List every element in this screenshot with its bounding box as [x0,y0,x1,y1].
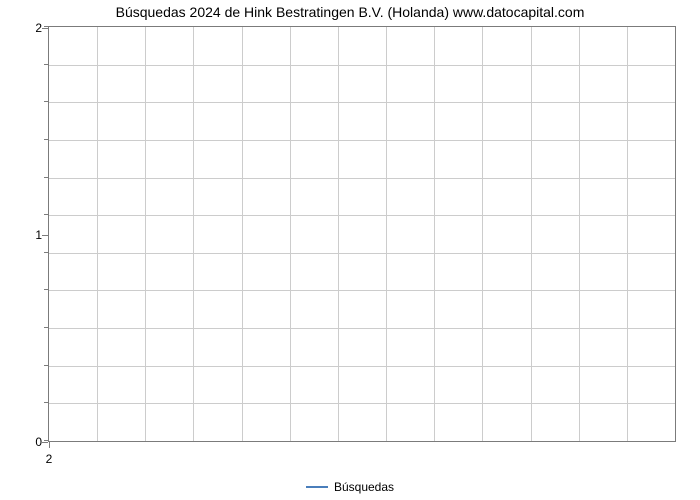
gridline-h [49,140,675,141]
gridline-h [49,253,675,254]
gridline-h [49,328,675,329]
gridline-h [49,102,675,103]
y-minor-tick [44,214,48,215]
gridline-h [49,366,675,367]
gridline-v [338,27,339,441]
y-tick-label: 0 [22,435,42,449]
gridline-v [627,27,628,441]
gridline-v [531,27,532,441]
gridline-v [386,27,387,441]
gridline-h [49,178,675,179]
y-tick [42,28,48,29]
gridline-v [193,27,194,441]
gridline-h [49,290,675,291]
gridline-v [97,27,98,441]
y-minor-tick [44,327,48,328]
y-tick-label: 2 [22,21,42,35]
gridline-v [482,27,483,441]
y-minor-tick [44,26,48,27]
gridline-h [49,403,675,404]
legend-label: Búsquedas [334,480,394,494]
y-minor-tick [44,289,48,290]
y-tick [42,235,48,236]
y-minor-tick [44,365,48,366]
gridline-v [242,27,243,441]
legend: Búsquedas [0,479,700,494]
plot-area [48,26,676,442]
y-minor-tick [44,440,48,441]
chart-title: Búsquedas 2024 de Hink Bestratingen B.V.… [0,4,700,20]
y-minor-tick [44,252,48,253]
x-tick-label: 2 [46,452,53,466]
x-tick [49,442,50,448]
gridline-v [434,27,435,441]
gridline-v [579,27,580,441]
search-chart: Búsquedas 2024 de Hink Bestratingen B.V.… [0,0,700,500]
gridline-h [49,65,675,66]
y-minor-tick [44,64,48,65]
y-minor-tick [44,177,48,178]
gridline-v [290,27,291,441]
gridline-v [145,27,146,441]
y-tick-label: 1 [22,228,42,242]
y-minor-tick [44,402,48,403]
gridline-h [49,215,675,216]
y-minor-tick [44,101,48,102]
legend-swatch-icon [306,486,328,488]
y-tick [42,442,48,443]
y-minor-tick [44,139,48,140]
